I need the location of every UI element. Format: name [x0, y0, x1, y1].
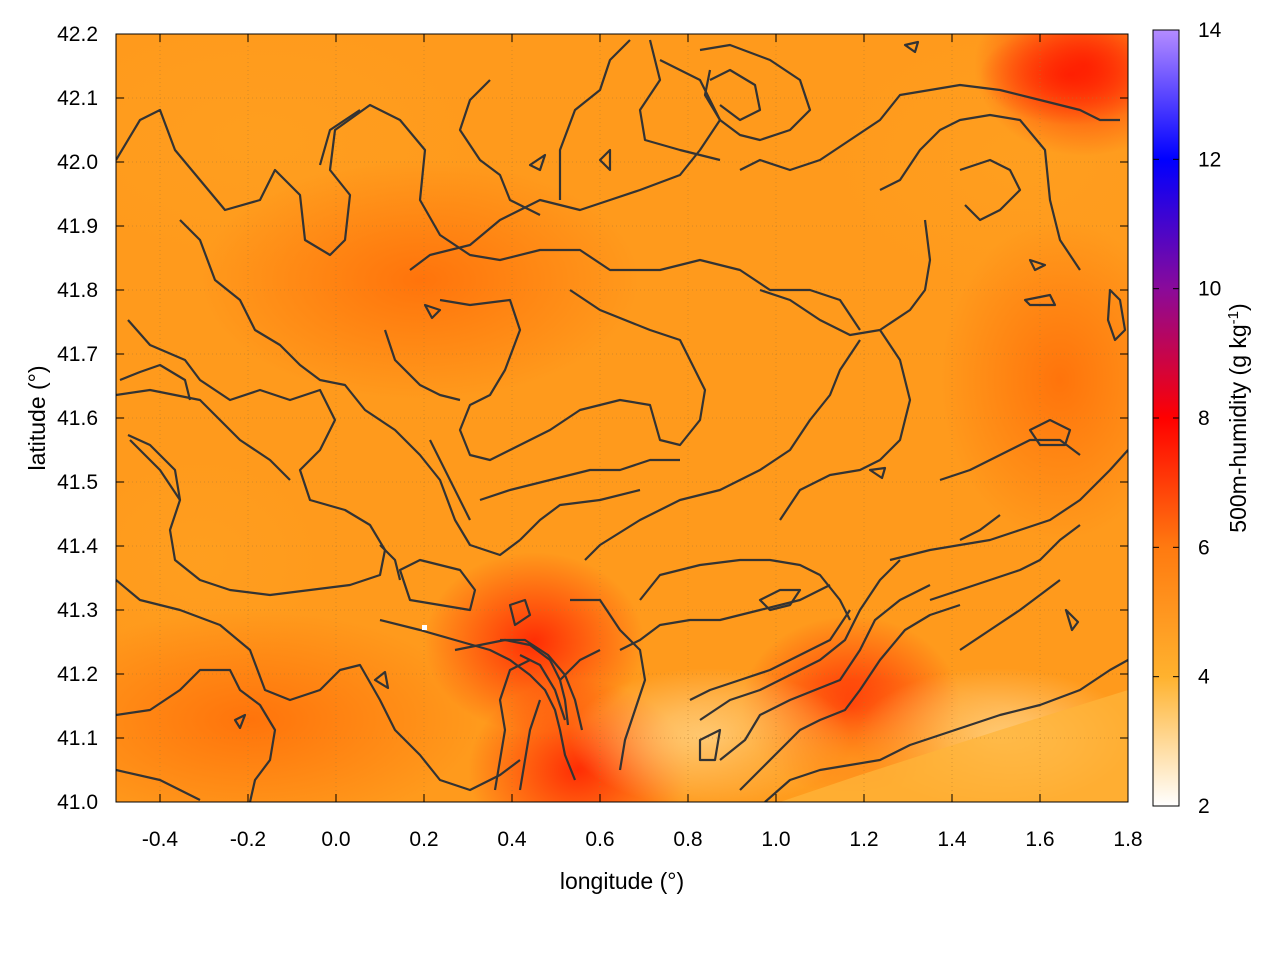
y-tick-label: 41.5	[57, 471, 98, 494]
colorbar-tick-label: 8	[1198, 407, 1210, 430]
heatmap-field	[116, 34, 1128, 802]
x-tick-label: 1.0	[761, 828, 790, 851]
y-tick-label: 41.2	[57, 663, 98, 686]
colorbar-tick-label: 14	[1198, 19, 1222, 42]
y-tick-label: 41.4	[57, 535, 98, 558]
x-tick-label: 0.0	[321, 828, 350, 851]
colorbar-tick-label: 2	[1198, 795, 1210, 818]
x-tick-label: 0.8	[673, 828, 702, 851]
y-tick-label: 42.0	[57, 151, 98, 174]
y-tick-label: 41.3	[57, 599, 98, 622]
x-axis-title: longitude (°)	[560, 868, 684, 894]
x-tick-label: 0.6	[585, 828, 614, 851]
x-tick-label: 1.4	[937, 828, 967, 851]
site-marker	[422, 625, 427, 630]
colorbar-tick-label: 12	[1198, 148, 1221, 171]
y-tick-label: 41.1	[57, 727, 98, 750]
colorbar-tick-label: 6	[1198, 536, 1210, 559]
y-tick-label: 41.0	[57, 791, 98, 814]
colorbar-tick-label: 10	[1198, 278, 1221, 301]
y-axis-ticks: 41.0 41.1 41.2 41.3 41.4 41.5 41.6 41.7 41.8 41.9…	[57, 23, 1128, 814]
y-tick-label: 41.8	[57, 279, 98, 302]
colorbar-ticks: 2 4 6 8 10 12 14	[1153, 19, 1222, 818]
y-tick-label: 41.7	[57, 343, 98, 366]
y-tick-label: 41.9	[57, 215, 98, 238]
x-tick-label: 1.8	[1113, 828, 1142, 851]
x-tick-label: -0.4	[142, 828, 179, 851]
x-tick-label: 1.6	[1025, 828, 1054, 851]
x-axis-ticks: -0.4 -0.2 0.0 0.2 0.4 0.6 0.8 1.0 1.2 1.4 1.6 1.8	[142, 34, 1143, 851]
x-tick-label: 1.2	[849, 828, 878, 851]
y-tick-label: 41.6	[57, 407, 98, 430]
y-tick-label: 42.2	[57, 23, 98, 46]
x-tick-label: -0.2	[230, 828, 266, 851]
x-tick-label: 0.4	[497, 828, 527, 851]
x-tick-label: 0.2	[409, 828, 438, 851]
y-tick-label: 42.1	[57, 87, 98, 110]
y-axis-title: latitude (°)	[24, 365, 50, 470]
colorbar-title: 500m-humidity (g kg-1)	[1225, 303, 1251, 532]
contour-lines	[116, 39, 1128, 802]
colorbar-tick-label: 4	[1198, 666, 1210, 689]
